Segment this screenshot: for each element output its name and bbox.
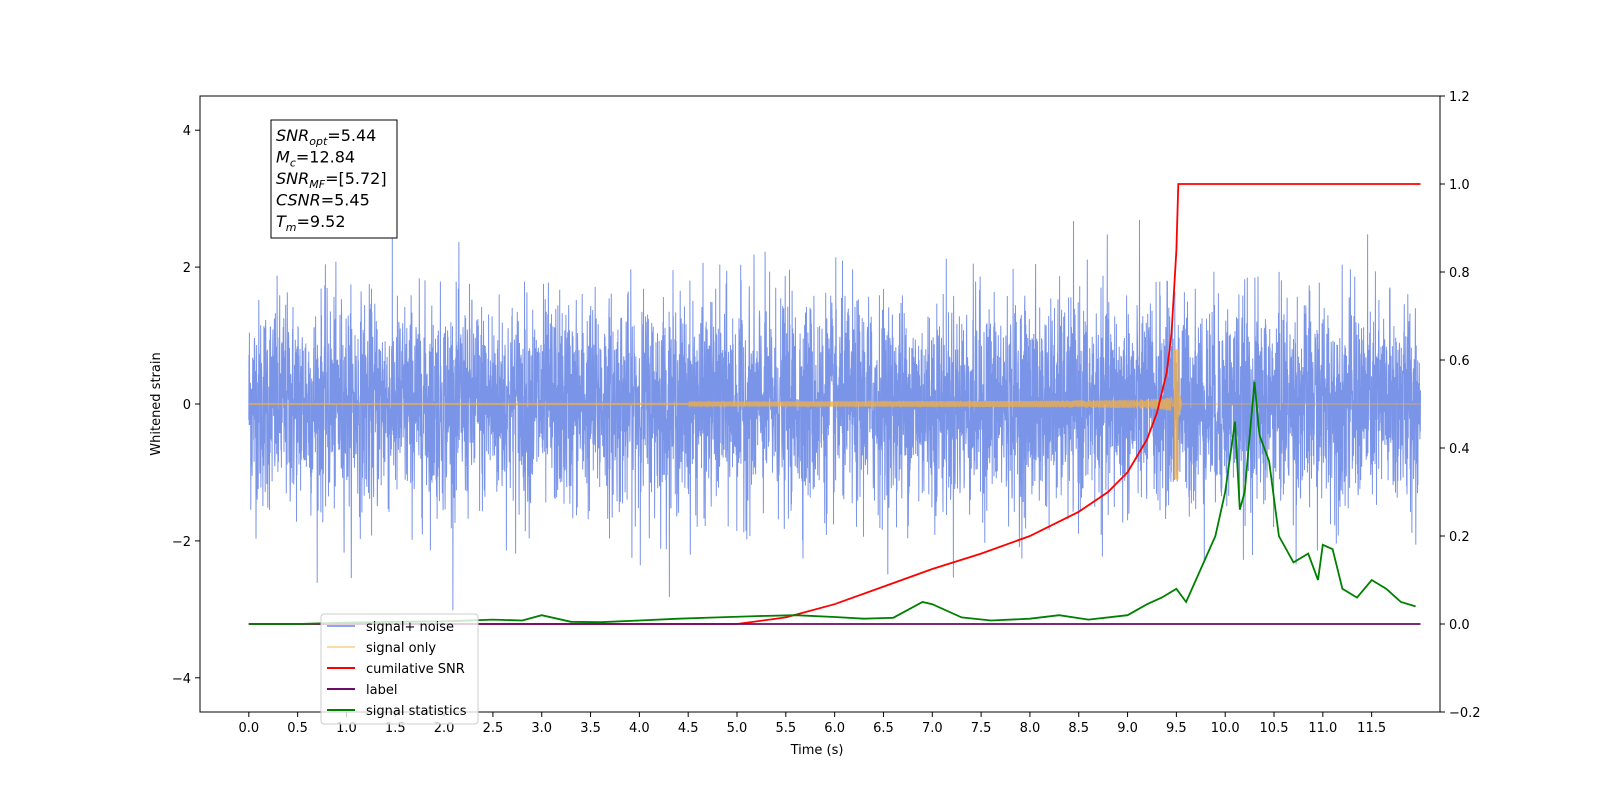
x-tick-label: 9.0: [1117, 721, 1138, 736]
annotation-line: SNRopt=5.44: [276, 126, 376, 148]
x-tick-label: 2.5: [483, 721, 504, 736]
x-tick-label: 3.0: [531, 721, 552, 736]
series-signal-statistics-line: [248, 381, 1416, 625]
x-tick-label: 6.0: [824, 721, 845, 736]
x-tick-label: 4.5: [678, 721, 699, 736]
x-axis-label: Time (s): [790, 743, 844, 758]
annotation-line: SNRMF=[5.72]: [276, 169, 387, 191]
x-tick-label: 6.5: [873, 721, 894, 736]
x-tick-label: 11.5: [1357, 721, 1386, 736]
legend-frame: [320, 613, 479, 725]
x-tick-label: 5.0: [727, 721, 748, 736]
x-tick-label: 0.5: [287, 721, 308, 736]
y-tick-label: 4: [183, 124, 191, 139]
annotation-line: Mc=12.84: [276, 148, 355, 170]
y-tick-label: −2: [172, 535, 191, 550]
x-tick-label: 1.0: [336, 721, 357, 736]
annotation-line: CSNR=5.45: [276, 191, 370, 210]
annotation-line: Tm=9.52: [276, 212, 346, 234]
series-cumilative-snr-line: [248, 183, 1421, 625]
y-tick-label: −4: [172, 672, 191, 687]
y2-tick-label: 0.8: [1449, 266, 1470, 281]
x-tick-label: 1.5: [385, 721, 406, 736]
y-axis-label: Whitened strain: [149, 352, 164, 455]
annotation-box: SNRopt=5.44Mc=12.84SNRMF=[5.72]CSNR=5.45…: [270, 119, 398, 239]
legend: signal+ noise signal only cumilative SNR la…: [320, 613, 479, 725]
plot-area: [248, 183, 1421, 625]
x-tick-label: 7.0: [922, 721, 943, 736]
x-tick-label: 7.5: [971, 721, 992, 736]
x-tick-label: 8.0: [1020, 721, 1041, 736]
x-tick-label: 10.5: [1260, 721, 1289, 736]
series-signal-only-line: [248, 349, 1421, 480]
x-tick-label: 9.5: [1166, 721, 1187, 736]
y2-tick-label: 0.2: [1449, 530, 1470, 545]
x-tick-label: 11.0: [1308, 721, 1337, 736]
x-tick-label: 0.0: [238, 721, 259, 736]
x-tick-label: 8.5: [1068, 721, 1089, 736]
y-tick-label: 0: [183, 398, 191, 413]
y2-tick-label: 0.4: [1449, 442, 1470, 457]
axes-ticks: 0.0 0.5 1.0 1.5 2.0 2.5 3.0 3.5 4.0 4.5 5.0 5.5 6.0 6…: [172, 90, 1481, 736]
x-tick-label: 3.5: [580, 721, 601, 736]
x-tick-label: 2.0: [434, 721, 455, 736]
legend-label: cumilative SNR: [366, 662, 465, 677]
legend-label: signal statistics: [366, 704, 467, 719]
y2-tick-label: −0.2: [1449, 706, 1481, 721]
y-tick-label: 2: [183, 261, 191, 276]
x-tick-label: 4.0: [629, 721, 650, 736]
y2-tick-label: 1.2: [1449, 90, 1470, 105]
annotation-frame: [270, 119, 398, 239]
legend-label: signal+ noise: [366, 620, 454, 635]
x-tick-label: 5.5: [775, 721, 796, 736]
legend-label: label: [366, 683, 397, 698]
series-signal-noise-line: [248, 219, 1421, 611]
legend-label: signal only: [366, 641, 436, 656]
x-tick-label: 10.0: [1211, 721, 1240, 736]
y2-tick-label: 0.6: [1449, 354, 1470, 369]
y2-tick-label: 0.0: [1449, 618, 1470, 633]
y2-tick-label: 1.0: [1449, 178, 1470, 193]
